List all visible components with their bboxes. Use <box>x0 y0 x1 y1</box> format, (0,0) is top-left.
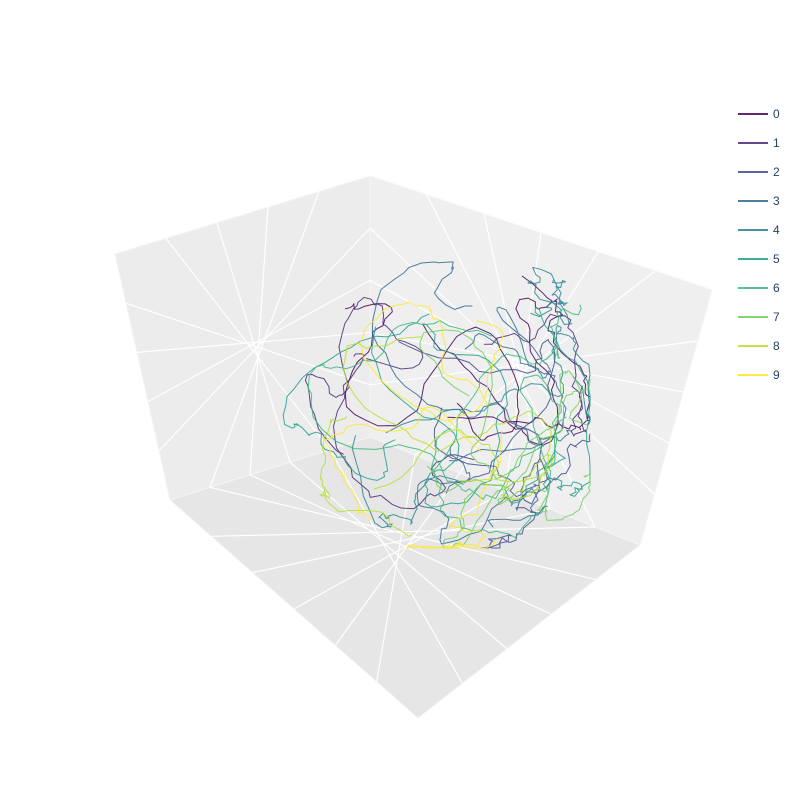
gridline <box>136 332 371 353</box>
series-6-line <box>307 320 544 500</box>
series-1-line <box>483 313 587 437</box>
legend: 0 1 2 3 4 5 6 7 8 9 <box>735 104 795 394</box>
series-9-line <box>406 431 503 549</box>
series-9-line <box>324 406 482 525</box>
legend-swatch <box>738 229 768 231</box>
line-traces <box>282 261 591 549</box>
gridline <box>376 454 416 682</box>
legend-item-8[interactable]: 8 <box>735 336 795 365</box>
series-8-line <box>319 416 413 537</box>
gridline <box>369 227 655 495</box>
legend-label: 3 <box>773 194 780 208</box>
legend-swatch <box>738 171 768 173</box>
legend-label: 6 <box>773 281 780 295</box>
series-5-line <box>370 322 508 508</box>
gridline <box>158 227 371 452</box>
gridline <box>369 279 670 444</box>
legend-item-0[interactable]: 0 <box>735 104 795 133</box>
legend-item-4[interactable]: 4 <box>735 220 795 249</box>
legend-label: 8 <box>773 339 780 353</box>
series-1-line <box>304 296 424 455</box>
legend-label: 0 <box>773 107 780 121</box>
legend-item-7[interactable]: 7 <box>735 307 795 336</box>
gridline <box>249 474 552 615</box>
series-3-line <box>371 261 573 447</box>
legend-swatch <box>738 258 768 260</box>
series-0-line <box>422 298 591 431</box>
legend-label: 1 <box>773 136 780 150</box>
legend-label: 2 <box>773 165 780 179</box>
series-6-line <box>433 304 582 472</box>
gridline <box>369 340 698 386</box>
series-0-line <box>344 302 520 441</box>
gridline <box>369 332 684 393</box>
series-8-line <box>342 336 552 483</box>
legend-item-9[interactable]: 9 <box>735 365 795 394</box>
series-2-line <box>433 407 591 498</box>
gridline <box>125 302 371 386</box>
legend-swatch <box>738 345 768 347</box>
series-7-line <box>426 465 591 521</box>
legend-label: 5 <box>773 252 780 266</box>
series-8-line <box>373 429 555 501</box>
legend-item-2[interactable]: 2 <box>735 162 795 191</box>
series-7-line <box>419 329 591 480</box>
legend-item-1[interactable]: 1 <box>735 133 795 162</box>
legend-item-6[interactable]: 6 <box>735 278 795 307</box>
legend-swatch <box>738 142 768 144</box>
series-4-line <box>351 435 464 529</box>
legend-label: 9 <box>773 368 780 382</box>
legend-swatch <box>738 374 768 376</box>
series-3-line <box>448 306 567 462</box>
series-9-line <box>360 301 505 422</box>
legend-swatch <box>738 200 768 202</box>
legend-swatch <box>738 287 768 289</box>
series-4-line <box>527 266 573 326</box>
legend-swatch <box>738 113 768 115</box>
legend-label: 7 <box>773 310 780 324</box>
gridline <box>209 486 596 581</box>
series-2-line <box>398 338 556 494</box>
legend-swatch <box>738 316 768 318</box>
legend-label: 4 <box>773 223 780 237</box>
legend-item-5[interactable]: 5 <box>735 249 795 278</box>
gridline <box>147 279 371 403</box>
legend-item-3[interactable]: 3 <box>735 191 795 220</box>
